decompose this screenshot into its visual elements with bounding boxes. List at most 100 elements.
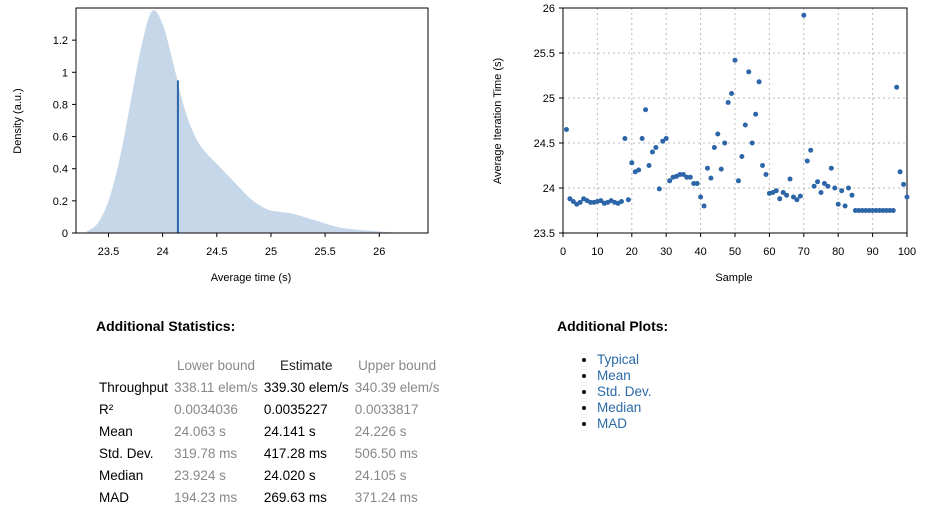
- scatter-x-tick-label: 20: [626, 246, 638, 258]
- scatter-point: [578, 200, 583, 205]
- scatter-point: [636, 168, 641, 173]
- density-area: [87, 10, 401, 233]
- density-xlabel: Average time (s): [211, 272, 292, 284]
- scatter-point: [650, 150, 655, 155]
- scatter-x-tick-label: 0: [560, 246, 566, 258]
- scatter-x-tick-label: 40: [694, 246, 706, 258]
- stats-estimate: 269.63 ms: [261, 486, 352, 508]
- scatter-point: [564, 127, 569, 132]
- plot-link-typical[interactable]: Typical: [597, 352, 639, 367]
- stats-title: Additional Statistics:: [96, 318, 235, 334]
- scatter-point: [653, 145, 658, 150]
- stats-estimate: 417.28 ms: [261, 442, 352, 464]
- scatter-x-tick-label: 70: [798, 246, 810, 258]
- scatter-point: [774, 188, 779, 193]
- scatter-point: [784, 193, 789, 198]
- stats-upper: 24.226 s: [352, 420, 443, 442]
- scatter-point: [643, 107, 648, 112]
- stats-row-r2: R² 0.0034036 0.0035227 0.0033817: [96, 398, 443, 420]
- scatter-point: [698, 195, 703, 200]
- scatter-point: [894, 85, 899, 90]
- scatter-x-tick-label: 30: [660, 246, 672, 258]
- stats-row-mad: MAD 194.23 ms 269.63 ms 371.24 ms: [96, 486, 443, 508]
- scatter-point: [832, 186, 837, 191]
- scatter-point: [808, 148, 813, 153]
- density-y-tick-label: 0.2: [53, 196, 68, 208]
- scatter-point: [695, 181, 700, 186]
- stats-label: Median: [96, 464, 171, 486]
- density-y-tick-label: 1: [62, 67, 68, 79]
- plot-link-mean[interactable]: Mean: [597, 368, 631, 383]
- scatter-point: [829, 166, 834, 171]
- stats-label: Mean: [96, 420, 171, 442]
- stats-header-lower: Lower bound: [171, 354, 261, 376]
- stats-estimate: 0.0035227: [261, 398, 352, 420]
- scatter-point: [839, 188, 844, 193]
- scatter-point: [788, 177, 793, 182]
- scatter-point: [846, 186, 851, 191]
- scatter-point: [705, 166, 710, 171]
- iteration-xlabel: Sample: [715, 272, 752, 284]
- stats-upper: 0.0033817: [352, 398, 443, 420]
- scatter-point: [825, 184, 830, 189]
- stats-lower: 24.063 s: [171, 420, 261, 442]
- scatter-point: [726, 100, 731, 105]
- scatter-y-tick-label: 26: [543, 3, 555, 15]
- stats-row-std-dev: Std. Dev. 319.78 ms 417.28 ms 506.50 ms: [96, 442, 443, 464]
- plot-link-mad[interactable]: MAD: [597, 416, 627, 431]
- density-x-tick-label: 25.5: [314, 246, 335, 258]
- scatter-point: [619, 199, 624, 204]
- scatter-point: [905, 195, 910, 200]
- scatter-point: [739, 154, 744, 159]
- scatter-point: [622, 136, 627, 141]
- iteration-plot: 0 10 20 30 40 50 60 70 80 90 100 23.5 24 24.5 25 25.5 26…: [470, 0, 925, 300]
- scatter-point: [743, 123, 748, 128]
- scatter-point: [626, 197, 631, 202]
- scatter-point: [794, 197, 799, 202]
- scatter-x-tick-label: 50: [729, 246, 741, 258]
- density-x-tick-label: 24.5: [206, 246, 227, 258]
- scatter-point: [733, 58, 738, 63]
- density-y-tick-label: 0.4: [53, 164, 68, 176]
- scatter-point: [898, 169, 903, 174]
- scatter-point: [708, 176, 713, 181]
- stats-row-median: Median 23.924 s 24.020 s 24.105 s: [96, 464, 443, 486]
- scatter-point: [801, 13, 806, 18]
- stats-upper: 24.105 s: [352, 464, 443, 486]
- scatter-point: [843, 204, 848, 209]
- density-y-tick-label: 1.2: [53, 35, 68, 47]
- plot-link-item: Typical: [597, 352, 652, 368]
- plot-link-item: Std. Dev.: [597, 384, 652, 400]
- scatter-point: [712, 145, 717, 150]
- scatter-point: [753, 112, 758, 117]
- plots-title: Additional Plots:: [557, 318, 668, 334]
- stats-label: Throughput: [96, 376, 171, 398]
- scatter-point: [812, 184, 817, 189]
- density-x-tick-label: 23.5: [98, 246, 119, 258]
- scatter-point: [729, 91, 734, 96]
- stats-label: Std. Dev.: [96, 442, 171, 464]
- scatter-point: [629, 160, 634, 165]
- scatter-point: [640, 136, 645, 141]
- scatter-point: [849, 193, 854, 198]
- stats-header-blank: [96, 354, 171, 376]
- density-x-tick-label: 25: [265, 246, 277, 258]
- density-y-tick-label: 0.8: [53, 99, 68, 111]
- stats-row-mean: Mean 24.063 s 24.141 s 24.226 s: [96, 420, 443, 442]
- stats-label: R²: [96, 398, 171, 420]
- plot-link-std-dev[interactable]: Std. Dev.: [597, 384, 652, 399]
- scatter-point: [760, 163, 765, 168]
- density-x-tick-label: 24: [157, 246, 169, 258]
- plots-list: Typical Mean Std. Dev. Median MAD: [580, 352, 652, 432]
- iteration-ylabel: Average Iteration Time (s): [492, 58, 504, 184]
- stats-upper: 371.24 ms: [352, 486, 443, 508]
- stats-header-upper: Upper bound: [352, 354, 443, 376]
- scatter-point: [763, 172, 768, 177]
- stats-table: Lower bound Estimate Upper bound Through…: [96, 354, 443, 508]
- scatter-point: [688, 175, 693, 180]
- plot-link-median[interactable]: Median: [597, 400, 641, 415]
- scatter-point: [819, 190, 824, 195]
- plot-link-item: MAD: [597, 416, 652, 432]
- stats-estimate: 24.020 s: [261, 464, 352, 486]
- scatter-y-tick-label: 23.5: [534, 228, 555, 240]
